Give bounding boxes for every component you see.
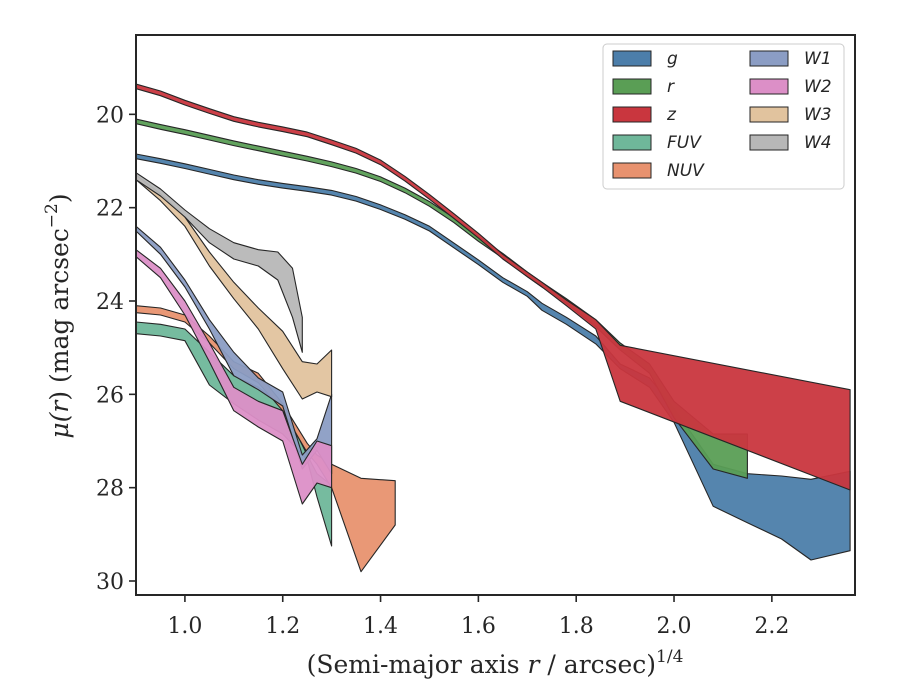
y-tick-label: 24 bbox=[96, 290, 124, 315]
band-z bbox=[136, 83, 851, 491]
band-areas bbox=[136, 83, 851, 573]
x-tick-label: 1.4 bbox=[363, 614, 398, 639]
x-tick-label: 2.2 bbox=[754, 614, 789, 639]
legend-label-w2: W2 bbox=[804, 77, 832, 97]
x-tick-label: 2.0 bbox=[657, 614, 692, 639]
x-tick-label: 1.0 bbox=[167, 614, 202, 639]
plot-frame bbox=[135, 34, 856, 596]
legend-swatch-r bbox=[612, 78, 652, 95]
legend-swatch-w1 bbox=[749, 50, 789, 67]
legend-swatch-w4 bbox=[749, 134, 789, 151]
band-w2 bbox=[136, 249, 333, 505]
legend-label-g: g bbox=[667, 49, 678, 69]
y-tick-label: 20 bbox=[96, 103, 124, 128]
y-tick-label: 28 bbox=[96, 477, 124, 502]
x-axis-label: (Semi-major axis r / arcsec)1/4 bbox=[307, 647, 684, 679]
y-tick-label: 26 bbox=[96, 383, 124, 408]
band-g bbox=[136, 153, 851, 561]
legend: grz FUV NUV W1 W2 W3 W4 bbox=[602, 43, 845, 190]
band-w4 bbox=[136, 172, 303, 353]
x-tick-label: 1.2 bbox=[265, 614, 300, 639]
x-tick-label: 1.8 bbox=[559, 614, 594, 639]
legend-swatch-nuv bbox=[612, 162, 652, 179]
y-axis: 20 22 24 26 28 30 bbox=[96, 103, 136, 595]
legend-label-w3: W3 bbox=[804, 105, 832, 125]
y-tick-label: 22 bbox=[96, 197, 124, 222]
legend-swatch-z bbox=[612, 106, 652, 123]
legend-swatch-w2 bbox=[749, 78, 789, 95]
y-tick-label: 30 bbox=[96, 570, 124, 595]
band-nuv bbox=[136, 305, 396, 573]
y-axis-label: μ(r) (mag arcsec−2) bbox=[42, 193, 74, 438]
legend-swatch-fuv bbox=[612, 134, 652, 151]
legend-swatch-g bbox=[612, 50, 652, 67]
band-w3 bbox=[136, 174, 333, 400]
x-tick-label: 1.6 bbox=[461, 614, 496, 639]
legend-label-w4: W4 bbox=[804, 133, 832, 153]
legend-label-z: z bbox=[666, 105, 677, 125]
x-axis: 1.0 1.2 1.4 1.6 1.8 2.0 2.2 bbox=[167, 595, 789, 639]
legend-label-w1: W1 bbox=[804, 49, 832, 69]
legend-label-fuv: FUV bbox=[667, 133, 702, 153]
legend-label-r: r bbox=[667, 77, 675, 97]
legend-swatch-w3 bbox=[749, 106, 789, 123]
legend-label-nuv: NUV bbox=[667, 161, 705, 181]
